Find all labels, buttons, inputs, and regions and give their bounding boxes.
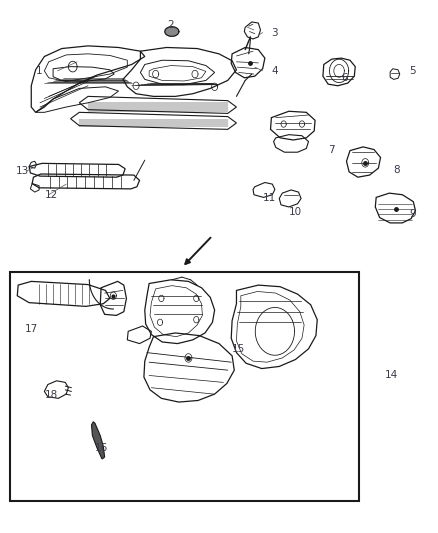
Text: 7: 7 [328,144,335,155]
Text: 6: 6 [341,73,348,83]
Text: 1: 1 [35,66,42,76]
Text: 11: 11 [263,193,276,204]
Text: 14: 14 [385,370,398,381]
Text: 9: 9 [409,209,416,220]
Polygon shape [165,27,179,36]
Text: 16: 16 [95,443,108,453]
Text: 2: 2 [168,20,174,30]
Text: 8: 8 [394,165,400,175]
Text: 10: 10 [289,207,302,217]
Text: 3: 3 [272,28,278,38]
Text: 13: 13 [16,166,29,176]
Text: 5: 5 [409,66,416,76]
Text: 18: 18 [44,390,58,400]
Text: 12: 12 [44,190,58,200]
Polygon shape [92,422,105,459]
Bar [11,272,359,502]
Text: 4: 4 [272,66,278,76]
Text: 17: 17 [25,324,38,334]
Text: 15: 15 [232,344,245,354]
